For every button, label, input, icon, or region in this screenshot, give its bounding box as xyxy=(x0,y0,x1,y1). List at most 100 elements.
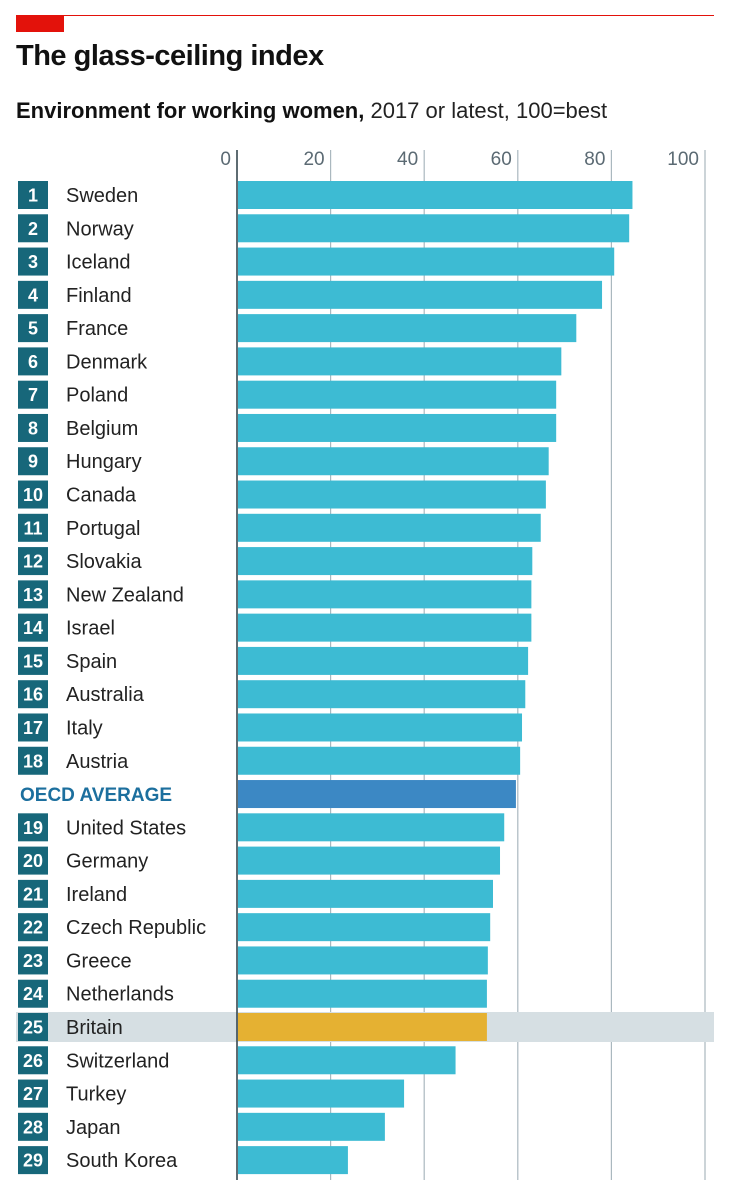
rank-number: 23 xyxy=(23,951,43,971)
x-tick-label-80: 80 xyxy=(584,149,605,170)
bar-sweden xyxy=(238,181,633,209)
bars xyxy=(238,181,633,1175)
axis: 0 20 40 60 80 100 xyxy=(220,149,699,1180)
row-label-sweden: Sweden xyxy=(66,185,138,207)
row-label-new-zealand: New Zealand xyxy=(66,584,184,606)
rank-number: 24 xyxy=(23,984,43,1004)
top-red-rule xyxy=(16,15,714,16)
row-label-switzerland: Switzerland xyxy=(66,1050,169,1072)
row-label-germany: Germany xyxy=(66,851,148,873)
rank-number: 6 xyxy=(28,352,38,372)
bar-poland xyxy=(238,380,557,409)
rank-number: 28 xyxy=(23,1117,43,1137)
bar-spain xyxy=(238,646,529,675)
row-label-south-korea: South Korea xyxy=(66,1150,178,1172)
rank-number: 21 xyxy=(23,884,43,904)
rank-box xyxy=(18,547,48,576)
rank-number: 22 xyxy=(23,918,43,938)
bar-portugal xyxy=(238,513,541,542)
rank-box xyxy=(18,1013,48,1041)
bar-finland xyxy=(238,280,603,309)
row-label-israel: Israel xyxy=(66,618,115,640)
bar-ireland xyxy=(238,879,493,908)
rank-box xyxy=(18,713,48,742)
x-tick-label-20: 20 xyxy=(303,149,324,170)
x-tick-label-100: 100 xyxy=(667,149,699,170)
rank-box xyxy=(18,247,48,276)
rank-box xyxy=(18,347,48,376)
bar-japan xyxy=(238,1112,385,1141)
rank-box xyxy=(18,1112,48,1141)
bar-france xyxy=(238,314,577,343)
row-label-ireland: Ireland xyxy=(66,884,127,906)
rank-box xyxy=(18,447,48,476)
bar-greece xyxy=(238,946,488,975)
rank-box xyxy=(18,480,48,509)
rank-box xyxy=(18,846,48,875)
rank-box xyxy=(18,913,48,942)
rank-box xyxy=(18,746,48,775)
rank-number: 18 xyxy=(23,751,43,771)
row-label-czech-republic: Czech Republic xyxy=(66,917,206,939)
bar-denmark xyxy=(238,347,562,376)
row-label-france: France xyxy=(66,318,128,340)
bar-austria xyxy=(238,746,521,775)
rank-box xyxy=(18,1079,48,1108)
bar-belgium xyxy=(238,413,557,442)
row-label-greece: Greece xyxy=(66,950,132,972)
rank-number: 10 xyxy=(23,485,43,505)
row-label-norway: Norway xyxy=(66,218,134,240)
rank-box xyxy=(18,580,48,609)
subtitle-bold: Environment for working women, xyxy=(16,98,365,123)
rank-box xyxy=(18,946,48,975)
bar-south-korea xyxy=(238,1146,348,1175)
bar-germany xyxy=(238,846,501,875)
rank-box xyxy=(18,879,48,908)
row-label-austria: Austria xyxy=(66,751,129,773)
rank-box xyxy=(18,979,48,1008)
row-label-canada: Canada xyxy=(66,485,137,507)
rank-number: 19 xyxy=(23,818,43,838)
rank-number: 20 xyxy=(23,851,43,871)
x-tick-label-40: 40 xyxy=(397,149,418,170)
rank-number: 25 xyxy=(23,1018,43,1038)
row-label-japan: Japan xyxy=(66,1117,121,1139)
rank-number: 3 xyxy=(28,252,38,272)
rank-box xyxy=(18,1146,48,1175)
row-label-poland: Poland xyxy=(66,385,128,407)
rank-box xyxy=(18,214,48,243)
row-label-italy: Italy xyxy=(66,717,103,739)
rank-number: 12 xyxy=(23,552,43,572)
chart-title: The glass-ceiling index xyxy=(16,40,324,72)
subtitle-rest: 2017 or latest, 100=best xyxy=(364,98,608,123)
x-tick-label-60: 60 xyxy=(491,149,512,170)
rank-number: 13 xyxy=(23,585,43,605)
bar-chart: 0 20 40 60 80 100 1 Sweden 2 Norway 3 Iceland 4 Finl… xyxy=(16,149,714,1180)
x-tick-label-0: 0 xyxy=(220,149,231,170)
row-label-oecd-average: OECD AVERAGE xyxy=(20,785,172,806)
row-label-slovakia: Slovakia xyxy=(66,551,142,573)
row-label-australia: Australia xyxy=(66,684,145,706)
bar-britain xyxy=(238,1013,487,1041)
rank-box xyxy=(18,181,48,209)
row-labels: 1 Sweden 2 Norway 3 Iceland 4 Finland 5 France 6 De… xyxy=(18,181,206,1175)
rank-box xyxy=(18,280,48,309)
row-label-iceland: Iceland xyxy=(66,252,131,274)
rank-number: 26 xyxy=(23,1051,43,1071)
row-label-britain: Britain xyxy=(66,1017,123,1039)
rank-number: 29 xyxy=(23,1151,43,1171)
bar-hungary xyxy=(238,447,549,476)
bar-slovakia xyxy=(238,547,533,576)
rank-box xyxy=(18,513,48,542)
bar-turkey xyxy=(238,1079,405,1108)
rank-number: 8 xyxy=(28,418,38,438)
rank-box xyxy=(18,413,48,442)
rank-number: 15 xyxy=(23,651,43,671)
row-label-spain: Spain xyxy=(66,651,117,673)
rank-number: 14 xyxy=(23,618,43,638)
row-label-finland: Finland xyxy=(66,285,132,307)
rank-box xyxy=(18,613,48,642)
rank-number: 9 xyxy=(28,452,38,472)
row-label-turkey: Turkey xyxy=(66,1084,126,1106)
rank-box xyxy=(18,314,48,343)
